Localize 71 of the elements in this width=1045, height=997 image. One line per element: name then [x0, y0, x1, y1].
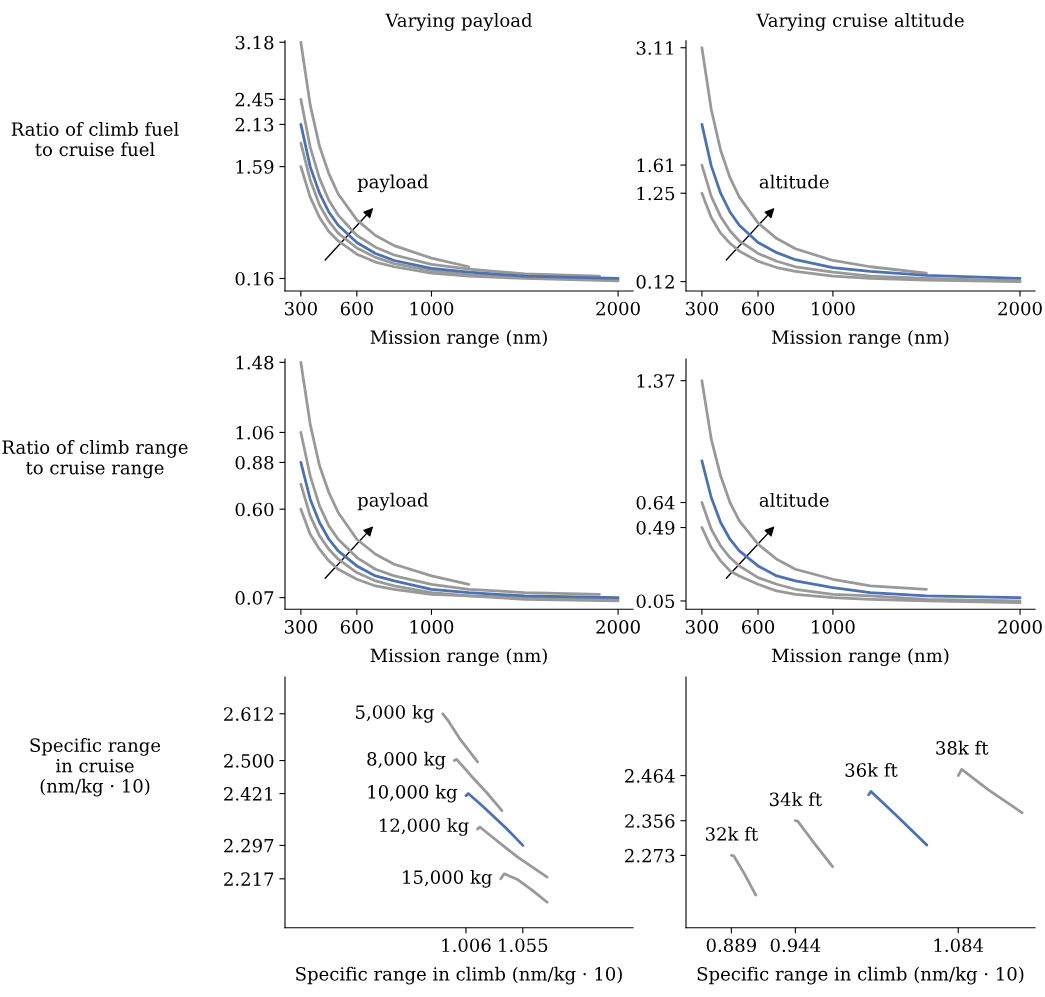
y-tick-label: 0.16: [235, 271, 274, 286]
y-tick-label: 1.06: [236, 425, 274, 440]
y-tick-label: 2.45: [235, 92, 274, 107]
x-tick-label: 2000: [998, 301, 1042, 316]
x-axis-title: Mission range (nm): [772, 648, 949, 667]
x-tick-label: 600: [742, 620, 775, 634]
annotation: altitude: [759, 174, 829, 189]
x-tick-label: 0.944: [770, 938, 821, 953]
annotation: 10,000 kg: [368, 784, 458, 803]
y-tick-label: 2.217: [224, 872, 274, 886]
x-axis-title: Mission range (nm): [370, 330, 547, 348]
x-tick-label: 300: [285, 620, 317, 634]
y-tick-label: 2.356: [625, 814, 675, 828]
x-axis-title: Specific range in climb (nm/kg · 10): [697, 966, 1024, 985]
y-tick-label: 1.37: [637, 374, 675, 388]
y-tick-label: 0.60: [235, 502, 274, 517]
y-tick-label: 0.05: [636, 594, 675, 609]
annotation: 8,000 kg: [367, 751, 446, 770]
x-axis-title: Specific range in climb (nm/kg · 10): [296, 966, 622, 985]
x-tick-label: 1.055: [499, 938, 548, 953]
y-tick-label: 0.88: [235, 455, 274, 470]
x-tick-label: 2000: [596, 301, 640, 316]
y-tick-label: 2.421: [224, 787, 273, 801]
x-axis-title: Mission range (nm): [370, 648, 547, 667]
x-axis-title: Mission range (nm): [772, 330, 949, 348]
y-tick-label: 1.59: [236, 160, 274, 174]
x-tick-label: 2000: [596, 620, 640, 634]
y-tick-label: 1.48: [236, 355, 274, 370]
chart-title: Varying cruise altitude: [756, 13, 964, 31]
x-tick-label: 300: [285, 301, 317, 316]
y-axis-title: Specific range in cruise (nm/kg · 10): [30, 738, 161, 797]
x-tick-label: 1.006: [442, 938, 491, 953]
y-tick-label: 0.12: [636, 275, 674, 289]
x-tick-label: 0.889: [706, 938, 756, 953]
x-tick-label: 1.084: [934, 938, 984, 953]
annotation: 15,000 kg: [403, 869, 492, 888]
x-tick-label: 1000: [812, 620, 855, 634]
y-tick-label: 1.61: [637, 158, 674, 173]
x-tick-label: 600: [340, 620, 373, 634]
annotation: payload: [357, 174, 429, 193]
y-tick-label: 2.500: [224, 754, 274, 768]
annotation: 34k ft: [769, 792, 823, 807]
y-tick-label: 2.273: [625, 848, 675, 863]
annotation: 5,000 kg: [356, 704, 434, 723]
y-tick-label: 0.49: [636, 520, 675, 535]
x-tick-label: 1000: [812, 301, 855, 316]
annotation: 32k ft: [705, 826, 759, 841]
annotation: 36k ft: [845, 762, 898, 777]
y-tick-label: 3.11: [636, 41, 674, 55]
y-tick-label: 2.464: [625, 769, 675, 783]
x-tick-label: 1000: [410, 301, 454, 316]
y-tick-label: 2.612: [224, 707, 273, 721]
x-tick-label: 300: [686, 620, 718, 634]
y-tick-label: 2.13: [235, 117, 274, 132]
annotation: 12,000 kg: [380, 818, 469, 836]
y-tick-label: 3.18: [235, 35, 274, 50]
x-tick-label: 1000: [410, 620, 454, 634]
y-tick-label: 2.297: [224, 838, 274, 853]
annotation: payload: [357, 492, 429, 511]
x-tick-label: 300: [686, 301, 718, 316]
x-tick-label: 600: [340, 301, 373, 316]
chart-title: Varying payload: [385, 13, 533, 31]
x-tick-label: 2000: [998, 620, 1042, 634]
annotation: 38k ft: [936, 740, 989, 755]
y-axis-title: Ratio of climb fuel to cruise fuel: [11, 121, 179, 157]
y-tick-label: 0.64: [636, 495, 675, 510]
y-tick-label: 0.07: [235, 591, 274, 605]
annotation: altitude: [759, 492, 829, 507]
x-tick-label: 600: [742, 301, 775, 316]
y-axis-title: Ratio of climb range to cruise range: [2, 440, 188, 479]
y-tick-label: 1.25: [637, 186, 675, 201]
